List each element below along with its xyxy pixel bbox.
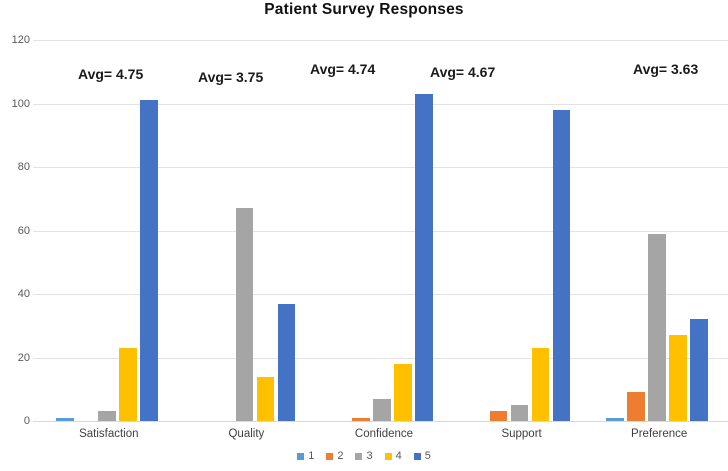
bar-support-rating-5	[552, 109, 571, 421]
legend-item-1: 1	[297, 450, 314, 462]
category-label-support: Support	[501, 428, 542, 440]
bar-satisfaction-rating-5	[140, 100, 158, 421]
gridline-y120	[33, 40, 728, 41]
gridline-y100	[33, 103, 728, 105]
legend-swatch-icon	[413, 452, 421, 460]
category-label-quality: Quality	[228, 428, 265, 440]
legend-swatch-icon	[384, 452, 392, 460]
legend-label: 3	[366, 450, 373, 462]
bar-satisfaction-rating-1	[56, 417, 74, 421]
bar-support-rating-3	[510, 405, 529, 421]
chart-legend: 1 2 3 4 5	[0, 450, 728, 462]
category-label-confidence: Confidence	[354, 428, 414, 440]
y-axis-tick-label: 0	[23, 415, 30, 427]
legend-item-2: 2	[326, 450, 343, 462]
legend-label: 1	[308, 450, 315, 462]
gridline-y40	[33, 294, 728, 295]
bar-satisfaction-rating-4	[119, 347, 137, 421]
bar-quality-rating-5	[277, 303, 296, 421]
y-axis-tick-label: 40	[17, 288, 30, 300]
bar-confidence-rating-2	[352, 417, 370, 421]
y-axis-tick-label: 100	[11, 97, 30, 110]
gridline-y0	[33, 421, 728, 422]
avg-annotation-support: Avg= 4.67	[430, 64, 496, 80]
legend-swatch-icon	[355, 452, 363, 460]
bar-preference-rating-1	[606, 417, 624, 421]
y-axis-tick-label: 80	[17, 161, 30, 173]
legend-label: 2	[337, 450, 344, 462]
bar-support-rating-4	[531, 347, 550, 421]
y-axis-tick-label: 120	[11, 34, 30, 46]
category-label-preference: Preference	[631, 428, 688, 440]
bar-preference-rating-2	[627, 392, 645, 421]
bar-preference-rating-3	[648, 233, 666, 421]
y-axis-tick-label: 20	[17, 351, 30, 364]
legend-swatch-icon	[326, 452, 334, 460]
y-axis-tick-label: 60	[17, 224, 30, 237]
chart-title: Patient Survey Responses	[264, 1, 464, 18]
bar-confidence-rating-3	[373, 398, 391, 421]
gridline-y20	[33, 357, 728, 359]
avg-annotation-preference: Avg= 3.63	[633, 61, 699, 77]
bar-quality-rating-4	[256, 376, 275, 421]
bar-support-rating-2	[489, 411, 508, 421]
category-label-satisfaction: Satisfaction	[79, 428, 139, 440]
legend-swatch-icon	[297, 452, 305, 460]
legend-label: 4	[395, 450, 402, 462]
legend-item-5: 5	[413, 450, 431, 462]
legend-label: 5	[424, 450, 431, 462]
gridline-y60	[33, 230, 728, 232]
avg-annotation-quality: Avg= 3.75	[198, 69, 264, 85]
bar-confidence-rating-4	[394, 363, 412, 421]
bar-satisfaction-rating-3	[98, 411, 116, 421]
legend-item-3: 3	[355, 450, 373, 462]
bar-confidence-rating-5	[415, 93, 433, 421]
legend-item-4: 4	[384, 450, 402, 462]
bar-quality-rating-3	[235, 208, 254, 421]
avg-annotation-confidence: Avg= 4.74	[310, 61, 376, 77]
bar-preference-rating-5	[690, 319, 708, 421]
bar-preference-rating-4	[669, 335, 687, 421]
avg-annotation-satisfaction: Avg= 4.75	[78, 66, 144, 82]
gridline-y80	[33, 167, 728, 168]
